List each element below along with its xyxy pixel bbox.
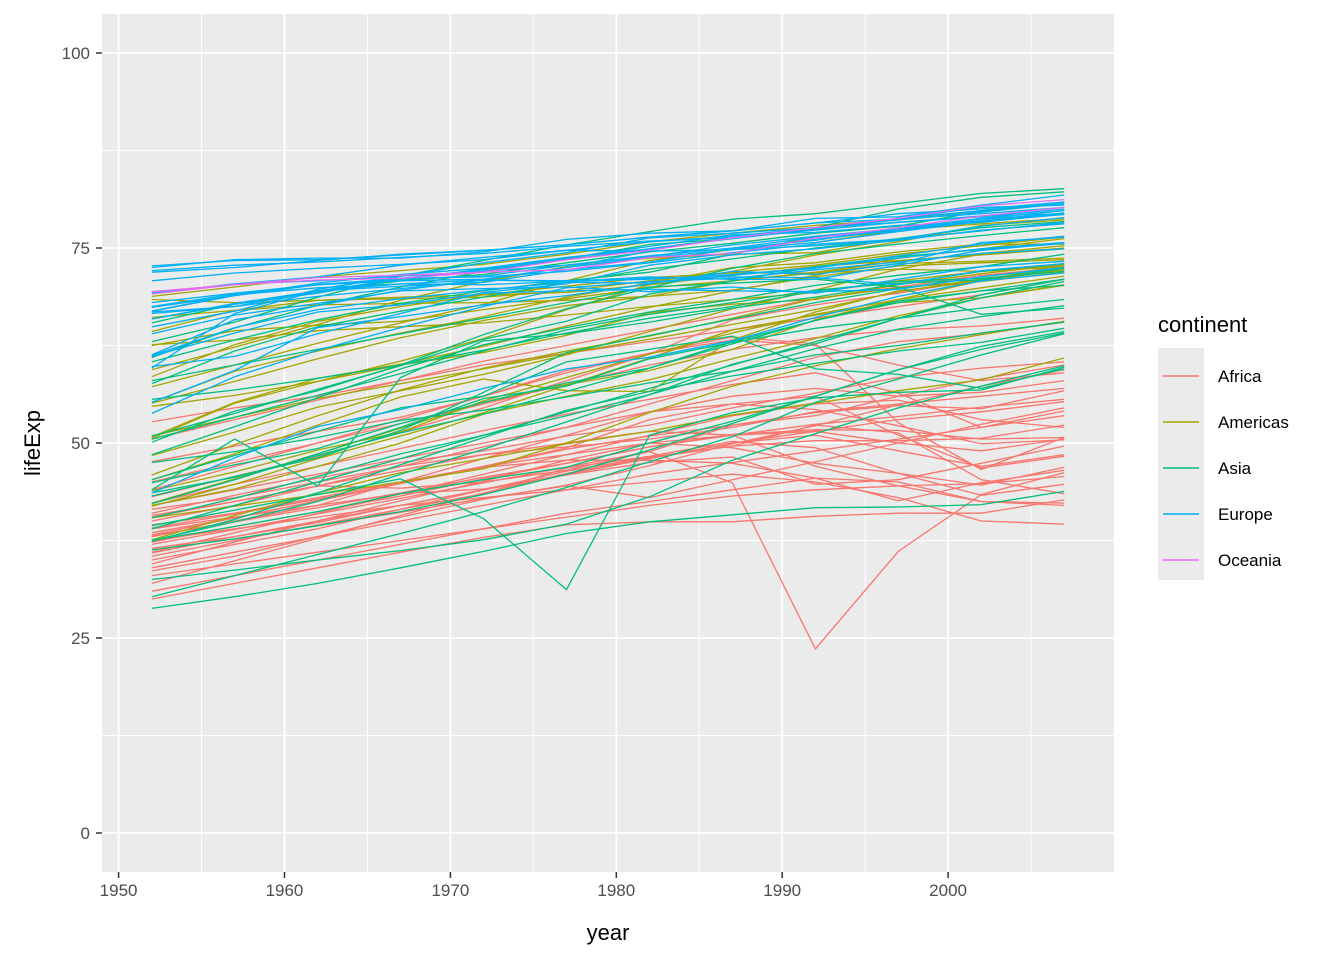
series-line-asia xyxy=(151,333,1065,598)
series-line-asia xyxy=(151,227,1065,443)
legend-label-oceania: Oceania xyxy=(1218,551,1282,570)
x-tick-label: 1980 xyxy=(597,881,635,900)
legend-label-americas: Americas xyxy=(1218,413,1289,432)
series-line-africa xyxy=(151,379,1065,538)
series-line-europe xyxy=(151,242,1065,356)
series-line-americas xyxy=(151,264,1065,346)
series-line-americas xyxy=(151,236,1065,319)
series-line-europe xyxy=(151,223,1065,368)
series-line-asia xyxy=(151,188,1065,343)
series-line-europe xyxy=(151,272,1065,494)
series-line-africa xyxy=(151,387,1065,510)
series-line-europe xyxy=(151,266,1065,358)
series-line-americas xyxy=(151,247,1065,457)
series-line-africa xyxy=(151,434,1065,561)
series-line-europe xyxy=(151,248,1065,414)
series-line-asia xyxy=(151,330,1065,551)
x-tick-label: 1950 xyxy=(100,881,138,900)
series-line-asia xyxy=(151,278,1065,530)
legend-label-europe: Europe xyxy=(1218,505,1273,524)
series-line-europe xyxy=(151,216,1065,312)
y-axis-title: lifeExp xyxy=(20,410,45,476)
series-line-asia xyxy=(151,242,1065,437)
legend-title: continent xyxy=(1158,312,1247,337)
series-line-africa xyxy=(151,415,1065,569)
legend: continent Africa Americas Asia Europe Oceani… xyxy=(1158,312,1289,580)
series-line-asia xyxy=(151,327,1065,542)
series-line-europe xyxy=(151,201,1065,328)
series-line-africa xyxy=(151,403,1065,534)
x-tick-label: 1990 xyxy=(763,881,801,900)
x-tick-label: 2000 xyxy=(929,881,967,900)
series-line-africa xyxy=(151,473,1065,542)
series-line-europe xyxy=(151,194,1065,269)
legend-label-asia: Asia xyxy=(1218,459,1252,478)
series-line-asia xyxy=(151,298,1065,505)
series-line-africa xyxy=(151,430,1065,526)
series-line-africa xyxy=(151,424,1065,554)
series-line-europe xyxy=(151,241,1065,357)
series-line-africa xyxy=(151,336,1065,471)
country-lines xyxy=(151,188,1065,650)
series-line-americas xyxy=(151,284,1065,507)
series-line-europe xyxy=(151,213,1065,315)
series-line-europe xyxy=(151,260,1065,335)
y-tick-label: 100 xyxy=(62,44,90,63)
y-axis: 0 25 50 75 100 xyxy=(62,44,102,843)
series-line-americas xyxy=(151,275,1065,492)
legend-key-background xyxy=(1158,348,1204,580)
x-tick-label: 1970 xyxy=(431,881,469,900)
y-tick-label: 0 xyxy=(81,824,90,843)
series-line-asia xyxy=(151,490,1065,610)
series-line-europe xyxy=(151,221,1065,282)
y-tick-label: 75 xyxy=(71,239,90,258)
y-tick-label: 25 xyxy=(71,629,90,648)
x-axis: 1950 1960 1970 1980 1990 2000 xyxy=(100,872,967,900)
series-line-asia xyxy=(151,365,1065,581)
series-line-asia xyxy=(151,335,1065,481)
series-line-americas xyxy=(151,284,1065,507)
series-line-americas xyxy=(151,266,1065,378)
legend-label-africa: Africa xyxy=(1218,367,1262,386)
series-line-oceania xyxy=(151,206,1065,293)
x-tick-label: 1960 xyxy=(266,881,304,900)
series-line-africa xyxy=(151,266,1065,440)
series-line-africa xyxy=(151,372,1065,504)
y-tick-label: 50 xyxy=(71,434,90,453)
series-line-oceania xyxy=(151,198,1065,295)
series-line-asia xyxy=(151,278,1065,484)
series-line-africa xyxy=(151,477,1065,592)
series-line-asia xyxy=(151,278,1065,382)
series-line-americas xyxy=(151,271,1065,481)
series-line-asia xyxy=(151,253,1065,456)
series-line-europe xyxy=(151,235,1065,312)
series-line-asia xyxy=(151,284,1065,494)
series-line-asia xyxy=(151,321,1065,464)
series-line-africa xyxy=(151,278,1065,423)
series-line-asia xyxy=(151,270,1065,400)
series-line-africa xyxy=(151,459,1065,529)
series-line-europe xyxy=(151,213,1065,294)
series-line-africa xyxy=(151,317,1065,483)
series-line-africa xyxy=(151,499,1065,600)
series-line-asia xyxy=(151,305,1065,519)
series-line-europe xyxy=(151,201,1065,273)
series-line-africa xyxy=(151,361,1065,514)
x-axis-title: year xyxy=(587,920,630,945)
